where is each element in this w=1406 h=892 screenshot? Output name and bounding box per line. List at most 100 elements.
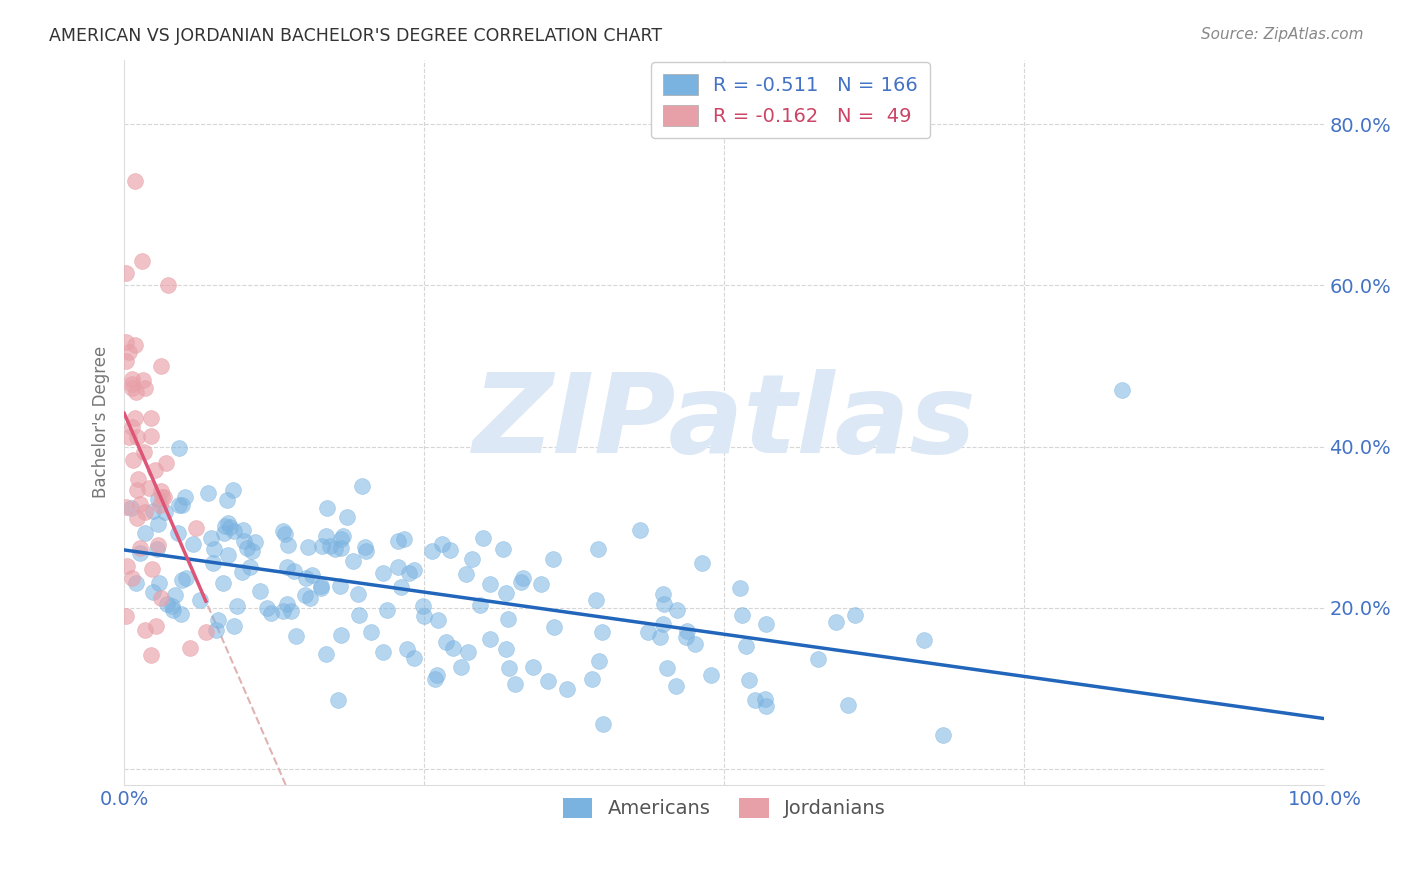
Americans xyxy=(170,574,193,588)
Americans xyxy=(648,631,671,645)
Americans xyxy=(297,541,319,555)
Americans xyxy=(249,583,271,598)
Jordanians xyxy=(127,472,149,486)
Americans xyxy=(412,599,434,613)
Americans xyxy=(173,491,195,505)
Jordanians xyxy=(141,562,163,576)
Americans xyxy=(824,615,846,629)
Americans xyxy=(146,541,169,556)
Americans xyxy=(755,699,778,714)
Americans xyxy=(226,599,249,613)
Americans xyxy=(665,602,688,616)
Americans xyxy=(294,588,316,602)
Americans xyxy=(586,541,609,556)
Americans xyxy=(350,479,373,493)
Americans xyxy=(495,642,517,657)
Americans xyxy=(148,517,170,532)
Americans xyxy=(398,566,420,580)
Jordanians xyxy=(149,498,172,512)
Americans xyxy=(675,630,697,644)
Americans xyxy=(738,673,761,687)
Americans xyxy=(283,564,305,578)
Jordanians xyxy=(115,334,138,349)
Americans xyxy=(347,608,370,623)
Americans xyxy=(387,534,409,549)
Americans xyxy=(700,668,723,682)
Jordanians xyxy=(156,278,179,293)
Americans xyxy=(219,520,242,534)
Jordanians xyxy=(115,559,138,574)
Y-axis label: Bachelor's Degree: Bachelor's Degree xyxy=(93,346,110,499)
Americans xyxy=(204,542,226,557)
Americans xyxy=(354,543,377,558)
Jordanians xyxy=(114,500,136,515)
Jordanians xyxy=(125,430,148,444)
Americans xyxy=(498,661,520,675)
Jordanians xyxy=(155,456,177,470)
Americans xyxy=(426,613,449,627)
Americans xyxy=(543,552,565,566)
Americans xyxy=(734,640,756,654)
Jordanians xyxy=(124,410,146,425)
Americans xyxy=(298,591,321,606)
Americans xyxy=(450,660,472,674)
Americans xyxy=(146,492,169,507)
Americans xyxy=(200,532,222,546)
Jordanians xyxy=(114,609,136,624)
Americans xyxy=(371,645,394,659)
Americans xyxy=(336,509,359,524)
Americans xyxy=(478,576,501,591)
Americans xyxy=(165,588,187,602)
Americans xyxy=(326,693,349,707)
Americans xyxy=(215,492,238,507)
Americans xyxy=(652,597,675,611)
Americans xyxy=(271,604,294,618)
Jordanians xyxy=(134,505,156,519)
Americans xyxy=(371,566,394,580)
Americans xyxy=(236,541,259,556)
Americans xyxy=(931,728,953,742)
Americans xyxy=(232,524,254,538)
Jordanians xyxy=(128,498,150,512)
Americans xyxy=(342,554,364,568)
Americans xyxy=(197,485,219,500)
Americans xyxy=(492,541,515,556)
Americans xyxy=(439,543,461,558)
Americans xyxy=(276,597,298,611)
Americans xyxy=(201,556,224,570)
Americans xyxy=(628,523,651,537)
Americans xyxy=(457,645,479,659)
Americans xyxy=(212,576,235,591)
Americans xyxy=(256,600,278,615)
Americans xyxy=(537,673,560,688)
Americans xyxy=(912,633,935,648)
Jordanians xyxy=(127,483,149,497)
Americans xyxy=(142,584,165,599)
Americans xyxy=(423,673,446,687)
Americans xyxy=(221,483,243,497)
Americans xyxy=(744,693,766,707)
Americans xyxy=(315,647,337,661)
Americans xyxy=(479,632,502,646)
Americans xyxy=(309,581,332,595)
Jordanians xyxy=(121,419,143,434)
Americans xyxy=(683,637,706,651)
Americans xyxy=(690,556,713,570)
Americans xyxy=(675,624,697,639)
Jordanians xyxy=(150,490,173,504)
Americans xyxy=(592,717,614,731)
Americans xyxy=(655,661,678,675)
Americans xyxy=(332,529,354,543)
Americans xyxy=(347,587,370,601)
Americans xyxy=(402,650,425,665)
Jordanians xyxy=(149,591,172,606)
Jordanians xyxy=(124,173,146,187)
Americans xyxy=(315,500,337,515)
Jordanians xyxy=(114,266,136,280)
Americans xyxy=(420,544,443,558)
Americans xyxy=(169,607,191,621)
Americans xyxy=(329,533,352,547)
Americans xyxy=(295,571,318,585)
Legend: Americans, Jordanians: Americans, Jordanians xyxy=(555,790,894,826)
Americans xyxy=(214,518,236,533)
